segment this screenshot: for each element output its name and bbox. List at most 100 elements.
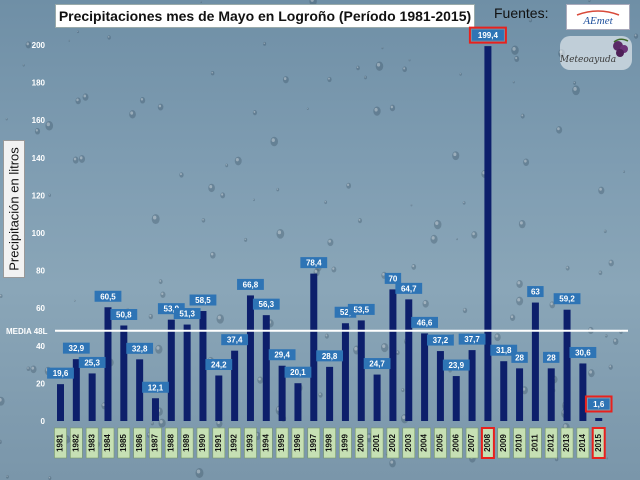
x-tick-label: 1991	[214, 434, 223, 452]
raindrop	[422, 299, 429, 308]
x-tick-label: 1990	[198, 434, 207, 452]
raindrop	[276, 187, 280, 192]
x-tick-box	[196, 427, 210, 459]
x-tick-label: 2004	[420, 434, 429, 452]
bar-2011	[531, 302, 539, 421]
value-label-box	[284, 366, 312, 378]
raindrop	[516, 279, 523, 288]
raindrop	[157, 103, 164, 111]
bar-2009	[500, 361, 508, 421]
value-label: 52,	[340, 308, 351, 317]
raindrop	[623, 170, 626, 174]
raindrop	[389, 104, 396, 112]
x-tick-label: 1997	[309, 434, 318, 452]
raindrop-highlight	[358, 218, 361, 221]
raindrop-highlight	[563, 424, 567, 428]
raindrop	[200, 0, 203, 4]
raindrop	[518, 219, 526, 229]
x-tick-box	[591, 427, 606, 459]
raindrop	[30, 365, 37, 374]
raindrop	[34, 128, 41, 135]
x-tick-box	[259, 427, 273, 459]
raindrop-highlight	[235, 157, 239, 162]
value-label: 37,2	[433, 336, 449, 345]
bar-2006	[452, 376, 460, 421]
value-label-box	[173, 308, 201, 320]
raindrop-highlight	[382, 344, 386, 348]
value-label-box	[334, 306, 357, 318]
bar-1981	[57, 384, 64, 421]
raindrop-highlight	[130, 111, 134, 115]
raindrop-highlight	[328, 77, 330, 80]
raindrop	[68, 39, 71, 42]
value-label: 199,4	[478, 31, 499, 40]
raindrop	[598, 270, 603, 276]
raindrop-highlight	[74, 300, 75, 301]
raindrop	[633, 33, 639, 39]
raindrop-highlight	[253, 110, 256, 113]
raindrop	[373, 106, 381, 116]
raindrop-highlight	[152, 215, 157, 220]
raindrop	[572, 85, 580, 96]
raindrop-highlight	[402, 415, 406, 420]
x-tick-label: 1995	[277, 434, 286, 452]
raindrop	[208, 183, 215, 193]
bar-2003	[405, 299, 413, 421]
value-label: 51,3	[179, 310, 195, 319]
raindrop-highlight	[524, 159, 527, 163]
raindrop-highlight	[159, 280, 162, 282]
raindrop	[257, 376, 264, 384]
raindrop-highlight	[408, 59, 410, 61]
y-tick-label: 160	[32, 116, 46, 125]
raindrop-highlight	[258, 377, 261, 381]
raindrop-highlight	[48, 194, 50, 196]
raindrop-highlight	[271, 138, 275, 143]
raindrop-highlight	[513, 81, 514, 83]
raindrop	[357, 218, 363, 224]
x-tick-label: 1993	[246, 434, 255, 452]
bar-2002	[389, 289, 397, 421]
value-label: 63	[531, 288, 540, 297]
bar-1989	[183, 324, 191, 421]
raindrop	[462, 307, 468, 314]
svg-text:Meteoayuda: Meteoayuda	[560, 55, 616, 65]
raindrop	[82, 93, 89, 101]
raindrop	[0, 439, 2, 445]
raindrop	[201, 218, 206, 223]
raindrop	[380, 342, 389, 353]
raindrop-highlight	[0, 294, 2, 297]
raindrop	[48, 476, 52, 480]
value-label-box	[221, 334, 249, 346]
raindrop	[408, 58, 411, 62]
raindrop	[381, 46, 384, 50]
value-label-box	[569, 346, 597, 358]
x-tick-label: 2015	[594, 434, 603, 452]
svg-text:AEmet: AEmet	[582, 15, 613, 27]
raindrop-highlight	[202, 218, 204, 221]
value-label-box	[78, 356, 106, 368]
bar-1993	[246, 295, 254, 421]
value-label: 37,7	[464, 335, 480, 344]
highlight-frame	[584, 395, 613, 413]
value-label: 37,4	[227, 336, 243, 345]
value-label: 23,9	[448, 361, 464, 370]
value-label: 1,6	[593, 400, 605, 409]
x-tick-box	[449, 427, 463, 459]
x-tick-label: 2007	[467, 434, 476, 452]
raindrop-highlight	[396, 351, 399, 353]
bar-1983	[88, 373, 96, 421]
raindrop	[556, 126, 563, 134]
raindrop	[324, 333, 329, 339]
raindrop-highlight	[521, 114, 524, 117]
raindrop-highlight	[200, 1, 202, 3]
x-tick-box	[465, 427, 479, 459]
chart-title: Precipitaciones mes de Mayo en Logroño (…	[55, 4, 475, 28]
x-tick-label: 1989	[182, 434, 191, 452]
raindrop	[158, 279, 163, 285]
value-label: 29,4	[274, 351, 290, 360]
y-tick-label: 0	[41, 417, 46, 426]
raindrop-highlight	[217, 315, 221, 320]
raindrop	[395, 350, 400, 356]
value-label-box	[268, 349, 296, 361]
raindrop	[45, 120, 54, 131]
